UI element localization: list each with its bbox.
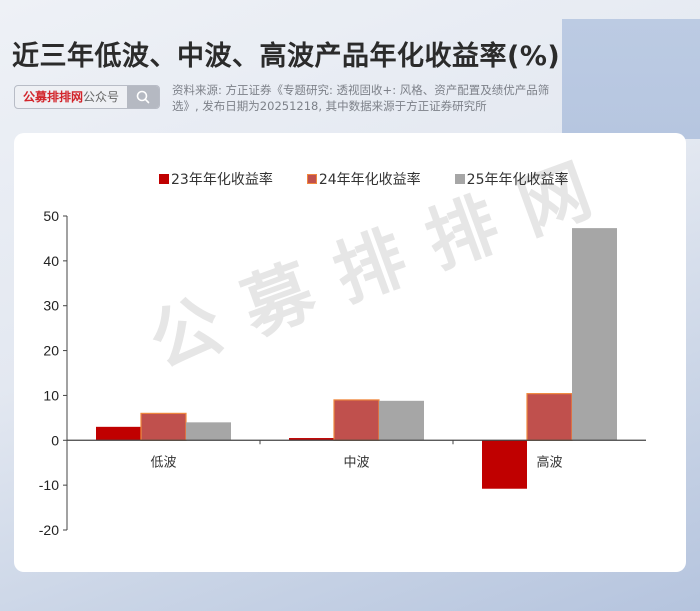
legend-item-23: 23年年化收益率	[159, 169, 273, 189]
background-panel	[562, 19, 700, 139]
legend-swatch-23	[159, 174, 169, 184]
chart-card: 公募排排网 23年年化收益率 24年年化收益率 25年年化收益率 50 40 30 2…	[14, 133, 686, 572]
x-category-label: 高波	[536, 454, 562, 470]
y-tick-label: 0	[51, 432, 59, 448]
legend-swatch-24	[306, 174, 317, 184]
legend-label: 24年年化收益率	[318, 172, 421, 188]
source-note: 资料来源: 方正证券《专题研究: 透视固收+: 风格、资产配置及绩优产品筛选》,…	[172, 83, 550, 113]
y-tick-label: 30	[43, 298, 59, 314]
search-input[interactable]: 公募排排网公众号	[15, 86, 127, 108]
y-tick-label: 20	[43, 343, 59, 359]
y-tick-label: 40	[43, 253, 59, 269]
bar	[482, 440, 527, 489]
search-icon	[136, 90, 150, 104]
bar-chart: 50 40 30 20 10 0 -10 -20 低波 中波 高波	[39, 208, 646, 538]
bar	[140, 412, 187, 441]
legend-item-24: 24年年化收益率	[306, 169, 421, 189]
x-category-label: 中波	[343, 455, 369, 470]
bar	[526, 393, 573, 441]
legend-label: 25年年化收益率	[466, 172, 569, 188]
x-category-label: 低波	[150, 455, 176, 470]
bar	[186, 422, 231, 441]
y-tick-label: -20	[39, 522, 59, 538]
bar	[289, 438, 334, 441]
legend-swatch-25	[454, 174, 465, 184]
y-tick-label: -10	[39, 477, 59, 493]
bar	[379, 400, 424, 441]
bar	[333, 399, 380, 441]
bar	[572, 228, 617, 441]
y-tick-label: 10	[43, 387, 59, 403]
search-brand: 公募排排网	[23, 90, 84, 104]
legend-label: 23年年化收益率	[171, 172, 273, 188]
page-title: 近三年低波、中波、高波产品年化收益率(%)	[12, 41, 561, 72]
search-suffix: 公众号	[83, 90, 120, 104]
search-button[interactable]	[127, 86, 159, 108]
y-tick-label: 50	[43, 208, 59, 224]
chart-legend: 23年年化收益率 24年年化收益率 25年年化收益率	[159, 169, 568, 189]
search-box[interactable]: 公募排排网公众号	[14, 85, 160, 109]
legend-item-25: 25年年化收益率	[454, 169, 569, 189]
bar	[96, 426, 141, 441]
